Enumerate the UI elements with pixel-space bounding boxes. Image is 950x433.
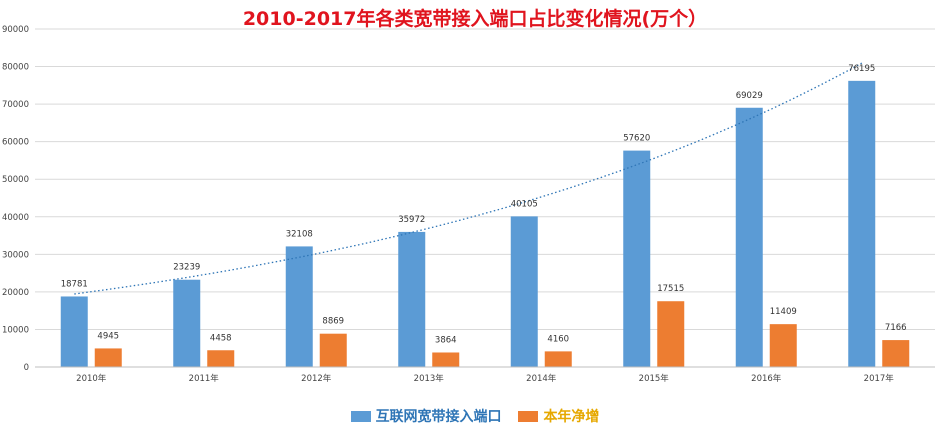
bar-ports <box>398 231 426 367</box>
axes: 0 10000 20000 30000 40000 50000 60000 70000 8000… <box>2 25 935 384</box>
data-label-net-increase: 4160 <box>547 334 569 344</box>
x-tick-label: 2016年 <box>751 373 782 384</box>
bar-net-increase <box>207 350 235 367</box>
legend-label-ports: 互联网宽带接入端口 <box>375 409 502 425</box>
x-tick-label: 2011年 <box>189 373 220 384</box>
bar-ports <box>510 216 538 367</box>
x-tick-label: 2010年 <box>76 373 107 384</box>
trendline <box>74 62 863 295</box>
data-labels: 18781 4945 23239 4458 32108 8869 35972 3864 4010… <box>61 64 907 346</box>
data-label-net-increase: 4945 <box>97 331 119 341</box>
data-label-net-increase: 3864 <box>435 335 457 345</box>
data-label-ports: 18781 <box>61 279 88 289</box>
bar-net-increase <box>94 348 122 367</box>
legend-item-ports: 互联网宽带接入端口 <box>350 406 502 426</box>
data-label-net-increase: 17515 <box>657 284 684 294</box>
y-tick-label: 70000 <box>2 100 29 110</box>
data-label-ports: 76195 <box>848 64 875 74</box>
data-label-ports: 32108 <box>286 229 313 239</box>
data-label-ports: 23239 <box>173 263 200 273</box>
y-tick-label: 0 <box>24 363 29 373</box>
bar-net-increase <box>432 352 460 367</box>
bar-ports <box>173 279 201 367</box>
bar-net-increase <box>769 324 797 367</box>
y-tick-label: 90000 <box>2 25 29 35</box>
y-tick-label: 20000 <box>2 288 29 298</box>
chart-title: 2010-2017年各类宽带接入端口占比变化情况(万个） <box>242 8 708 30</box>
y-tick-label: 80000 <box>2 63 29 73</box>
trendline-path <box>74 62 863 295</box>
legend-swatch-net-increase <box>518 410 539 422</box>
y-tick-label: 10000 <box>2 325 29 335</box>
data-label-net-increase: 7166 <box>885 323 907 333</box>
x-tick-label: 2014年 <box>526 373 557 384</box>
data-label-ports: 57620 <box>623 134 650 144</box>
y-tick-label: 60000 <box>2 138 29 148</box>
bar-ports <box>60 296 88 367</box>
x-tick-label: 2015年 <box>639 373 670 384</box>
legend: 互联网宽带接入端口 本年净增 <box>0 406 950 426</box>
x-tick-label: 2013年 <box>414 373 445 384</box>
data-label-net-increase: 8869 <box>322 317 344 327</box>
y-tick-label: 40000 <box>2 213 29 223</box>
legend-item-net-increase: 本年净增 <box>518 406 599 426</box>
data-label-net-increase: 11409 <box>770 307 797 317</box>
x-tick-label: 2012年 <box>301 373 332 384</box>
bar-ports <box>848 80 876 367</box>
x-tick-label: 2017年 <box>864 373 895 384</box>
legend-label-net-increase: 本年净增 <box>543 409 600 425</box>
bars <box>60 80 910 368</box>
bar-net-increase <box>882 340 910 367</box>
gridlines <box>35 28 935 368</box>
bar-ports <box>285 246 313 367</box>
bar-net-increase <box>657 301 685 367</box>
bar-net-increase <box>319 333 347 367</box>
data-label-ports: 35972 <box>398 215 425 225</box>
bar-ports <box>735 107 763 368</box>
data-label-ports: 40105 <box>511 199 538 209</box>
data-label-net-increase: 4458 <box>210 333 232 343</box>
data-label-ports: 69029 <box>736 91 763 101</box>
y-tick-label: 50000 <box>2 175 29 185</box>
y-tick-label: 30000 <box>2 250 29 260</box>
bar-ports <box>623 150 651 367</box>
legend-swatch-ports <box>350 410 371 422</box>
bar-net-increase <box>544 351 572 367</box>
